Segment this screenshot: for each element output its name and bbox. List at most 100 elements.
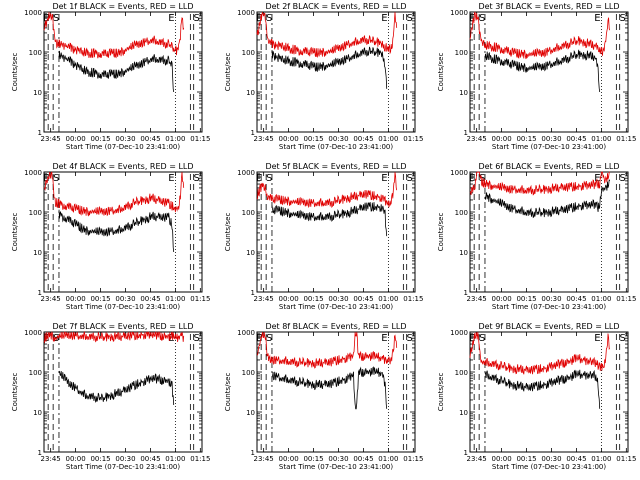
- y-tick-label: 1000: [24, 169, 42, 177]
- events-series-line: [58, 370, 175, 406]
- event-marker-label: E: [256, 173, 262, 184]
- lld-series-line: [43, 12, 185, 59]
- y-axis-label: Counts/sec: [224, 373, 232, 412]
- x-tick-label: 00:00: [279, 455, 299, 463]
- panel-3: Det 3f BLACK = Events, RED = LLD 1 10 100 10…: [437, 2, 636, 151]
- event-marker-label: E: [469, 333, 475, 344]
- y-tick-label: 10: [459, 249, 468, 257]
- y-tick-label: 100: [29, 209, 42, 217]
- y-tick-label: 10: [33, 89, 42, 97]
- x-tick-label: 23:45: [41, 135, 61, 143]
- event-marker-label: S: [479, 333, 485, 344]
- y-tick-label: 1: [251, 129, 255, 137]
- lld-series-line: [257, 332, 398, 369]
- panel-title: Det 8f BLACK = Events, RED = LLD: [265, 322, 406, 331]
- x-tick-label: 00:30: [328, 455, 348, 463]
- y-tick-label: 1: [38, 449, 42, 457]
- x-tick-label: 23:45: [254, 455, 274, 463]
- event-marker-label: E: [256, 13, 262, 24]
- x-axis-label: Start Time (07-Dec-10 23:41:00): [66, 143, 180, 151]
- events-series-line: [58, 50, 175, 93]
- x-tick-label: 00:15: [516, 455, 536, 463]
- event-marker-label: S: [194, 13, 200, 24]
- x-tick-label: 00:00: [66, 295, 86, 303]
- x-tick-label: 00:00: [492, 455, 512, 463]
- event-marker-label: S: [620, 13, 626, 24]
- event-marker-label: S: [407, 173, 413, 184]
- panel-title: Det 9f BLACK = Events, RED = LLD: [478, 322, 619, 331]
- y-tick-label: 1000: [450, 329, 468, 337]
- panel-title: Det 4f BLACK = Events, RED = LLD: [52, 162, 193, 171]
- events-series-line: [484, 49, 601, 93]
- panel-9: Det 9f BLACK = Events, RED = LLD 1 10 100 10…: [437, 322, 636, 471]
- event-marker-label: S: [266, 173, 272, 184]
- x-axis-label: Start Time (07-Dec-10 23:41:00): [279, 303, 393, 311]
- events-series-line: [271, 366, 388, 410]
- x-tick-label: 01:00: [165, 135, 185, 143]
- x-tick-label: 00:45: [353, 135, 373, 143]
- x-axis-label: Start Time (07-Dec-10 23:41:00): [279, 143, 393, 151]
- x-tick-label: 00:30: [115, 295, 135, 303]
- x-tick-label: 00:15: [303, 455, 323, 463]
- x-axis-label: Start Time (07-Dec-10 23:41:00): [492, 143, 606, 151]
- lld-series-line: [43, 330, 185, 344]
- x-tick-label: 01:00: [378, 135, 398, 143]
- panel-title: Det 2f BLACK = Events, RED = LLD: [265, 2, 406, 11]
- x-tick-label: 01:15: [403, 135, 423, 143]
- x-tick-label: 23:45: [467, 135, 487, 143]
- y-axis-label: Counts/sec: [11, 53, 19, 92]
- y-tick-label: 1000: [450, 169, 468, 177]
- events-series-line: [271, 202, 388, 237]
- events-series-line: [58, 209, 175, 253]
- plot-frame: [43, 11, 203, 133]
- x-tick-label: 00:15: [90, 135, 110, 143]
- y-tick-label: 1000: [237, 169, 255, 177]
- panel-title: Det 1f BLACK = Events, RED = LLD: [52, 2, 193, 11]
- panel-8: Det 8f BLACK = Events, RED = LLD 1 10 100 10…: [224, 322, 423, 471]
- x-tick-label: 00:45: [140, 455, 160, 463]
- plot-frame: [43, 171, 203, 293]
- event-marker-label: E: [594, 173, 600, 184]
- x-tick-label: 01:15: [616, 295, 636, 303]
- x-tick-label: 00:45: [140, 135, 160, 143]
- x-tick-label: 23:45: [467, 455, 487, 463]
- x-tick-label: 23:45: [254, 135, 274, 143]
- y-tick-label: 100: [455, 49, 468, 57]
- event-marker-label: S: [407, 13, 413, 24]
- y-axis-label: Counts/sec: [224, 53, 232, 92]
- x-tick-label: 01:15: [403, 295, 423, 303]
- lld-series-line: [256, 172, 398, 209]
- event-marker-label: E: [256, 333, 262, 344]
- y-axis-label: Counts/sec: [224, 213, 232, 252]
- x-tick-label: 01:15: [403, 455, 423, 463]
- event-marker-label: E: [168, 333, 174, 344]
- x-axis-label: Start Time (07-Dec-10 23:41:00): [492, 463, 606, 471]
- y-tick-label: 10: [459, 89, 468, 97]
- x-tick-label: 01:15: [190, 455, 210, 463]
- lld-series-line: [256, 12, 398, 58]
- event-marker-label: E: [168, 13, 174, 24]
- event-marker-label: E: [469, 173, 475, 184]
- y-tick-label: 1000: [24, 9, 42, 17]
- plot-frame: [256, 331, 416, 453]
- panel-title: Det 7f BLACK = Events, RED = LLD: [52, 322, 193, 331]
- events-series-line: [271, 46, 388, 89]
- y-axis-label: Counts/sec: [437, 373, 445, 412]
- x-tick-label: 00:00: [279, 135, 299, 143]
- x-tick-label: 00:45: [140, 295, 160, 303]
- x-tick-label: 00:45: [353, 455, 373, 463]
- y-tick-label: 10: [459, 409, 468, 417]
- event-marker-label: E: [381, 13, 387, 24]
- x-tick-label: 00:00: [66, 455, 86, 463]
- y-tick-label: 1000: [24, 329, 42, 337]
- x-tick-label: 00:00: [279, 295, 299, 303]
- x-tick-label: 00:00: [492, 135, 512, 143]
- x-tick-label: 01:00: [591, 135, 611, 143]
- event-marker-label: E: [594, 13, 600, 24]
- y-axis-label: Counts/sec: [11, 373, 19, 412]
- y-tick-label: 1: [251, 449, 255, 457]
- y-tick-label: 1: [464, 129, 468, 137]
- x-tick-label: 00:15: [90, 295, 110, 303]
- event-marker-label: S: [620, 333, 626, 344]
- panel-2: Det 2f BLACK = Events, RED = LLD 1 10 100 10…: [224, 2, 423, 151]
